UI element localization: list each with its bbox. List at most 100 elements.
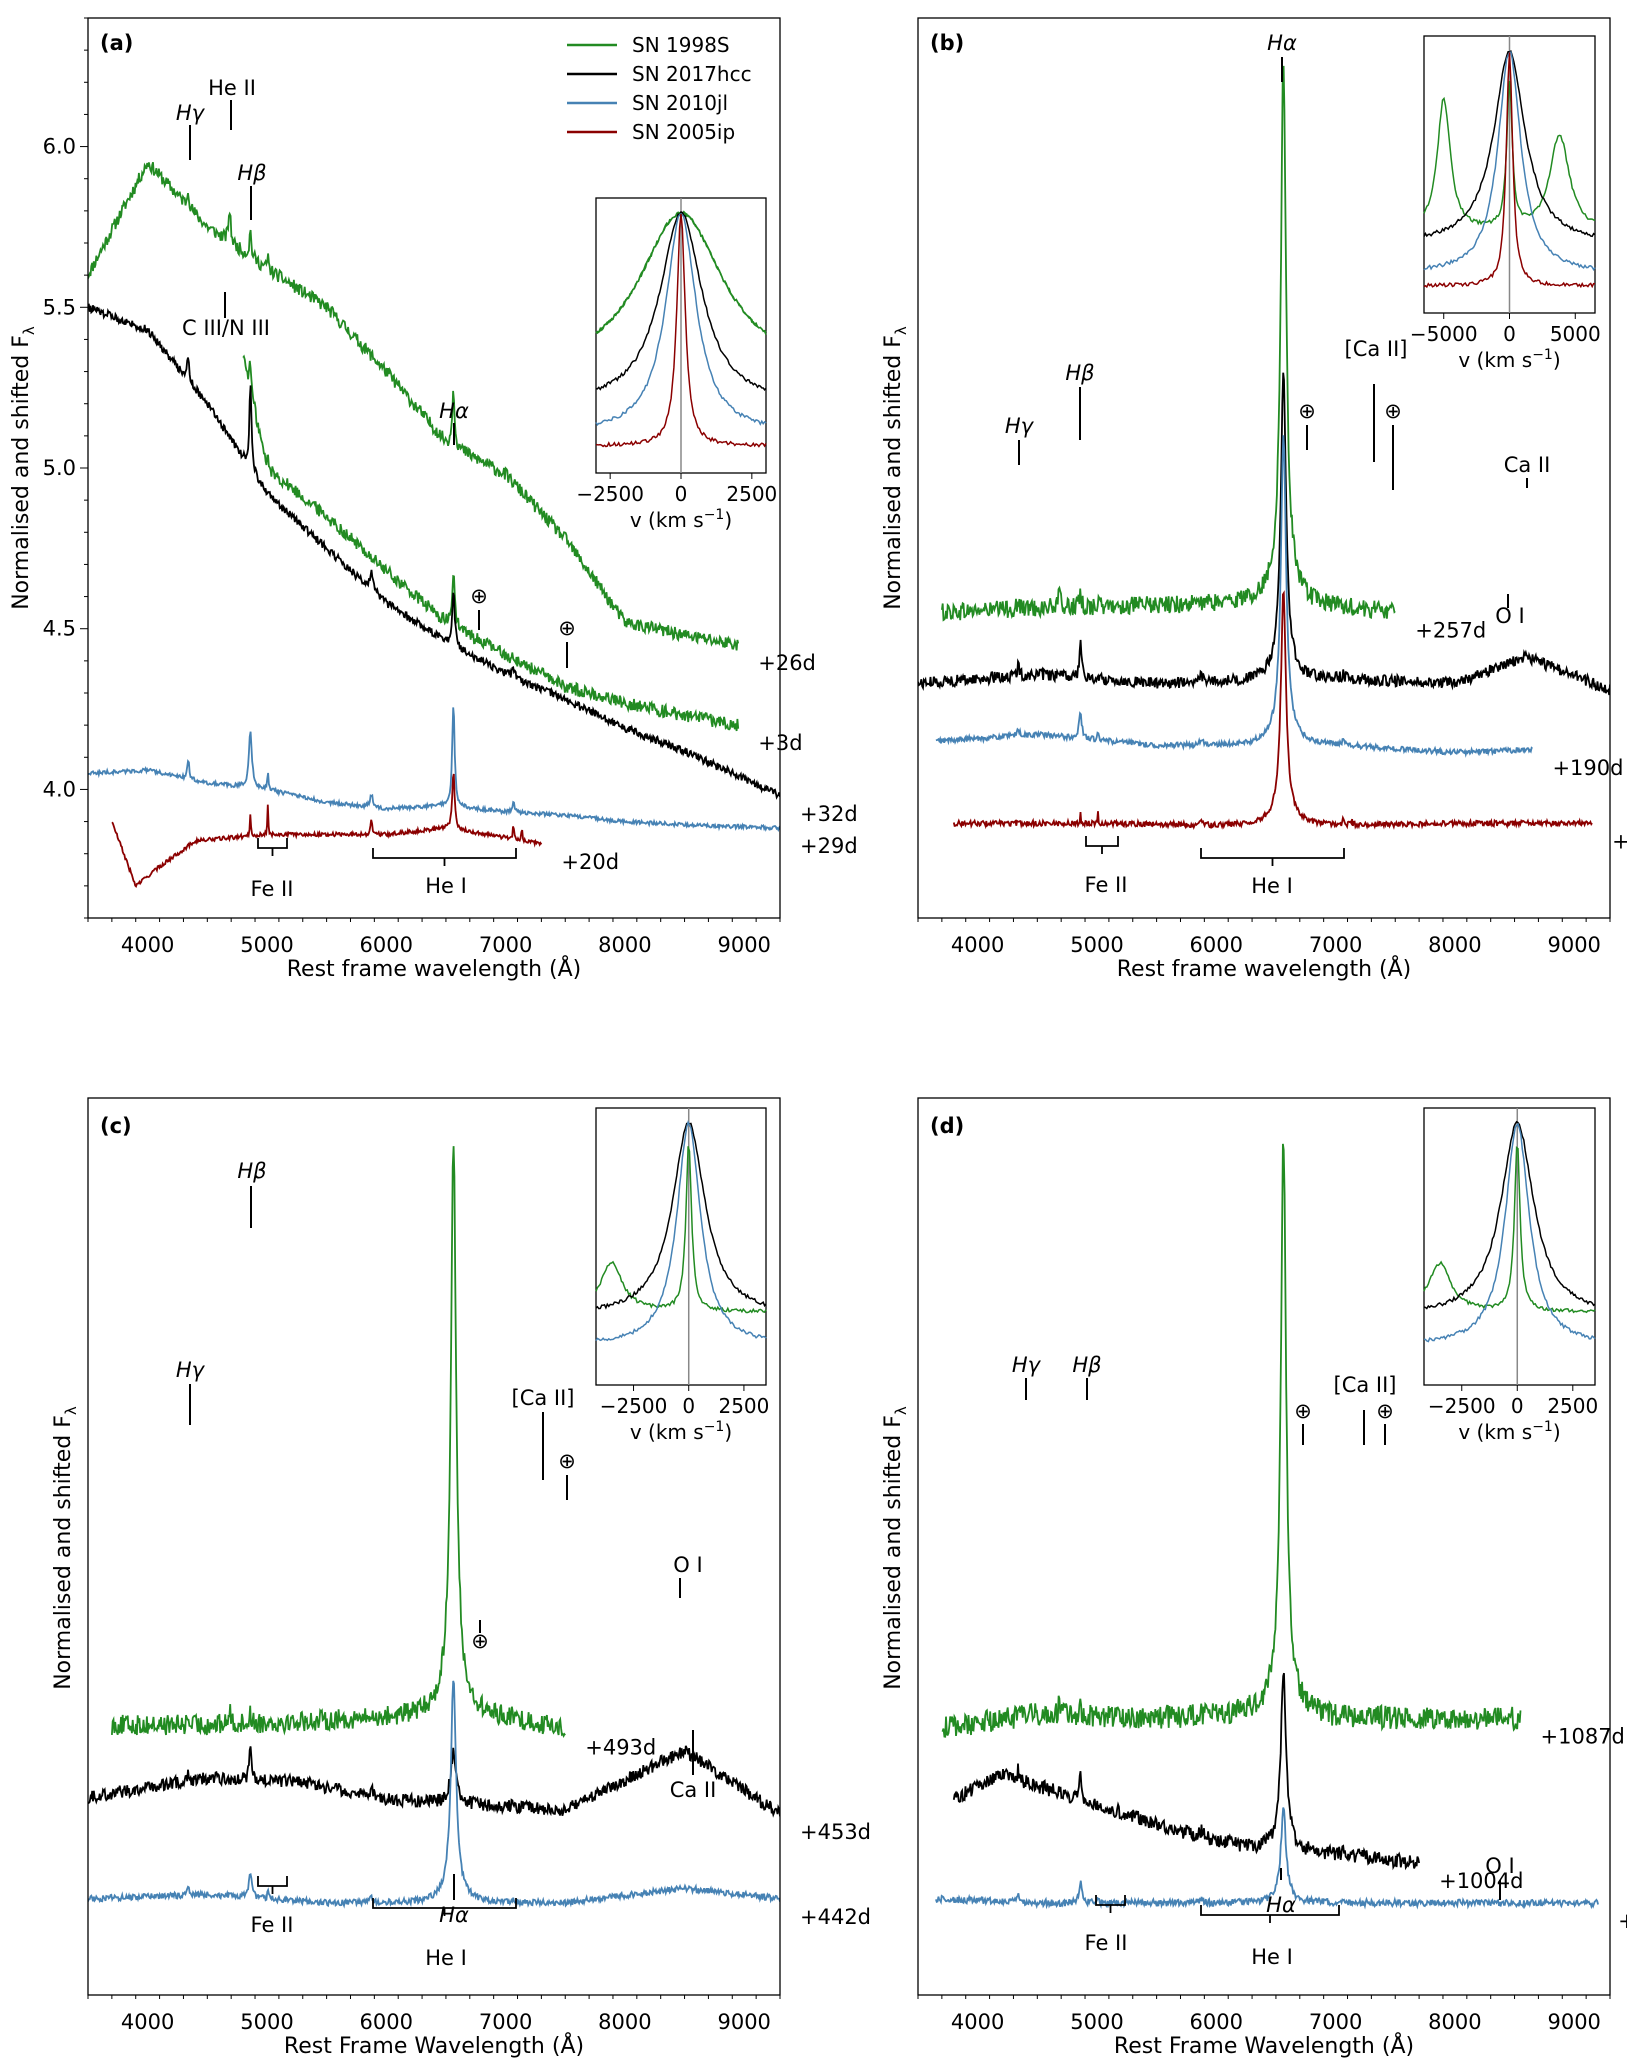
inset-frame [595,1107,767,1386]
panel-c: +493d +453d +442d 4000 5000 6000 7000 8000 9000 R… [51,1097,871,2059]
inset-line [1423,1146,1596,1314]
inset-frame [1423,1107,1596,1386]
y-axis-label-sub: λ [62,1406,80,1415]
inset-x-tick-label: 2500 [718,1394,769,1418]
line-annotation: ⊕ [558,616,576,640]
spectrum-line-sn-2010jl-3 [88,1680,780,1909]
inset-x-tick-label: 0 [1511,1394,1524,1418]
line-annotation: Hγ [1005,414,1035,438]
plot-frame [87,1097,781,1996]
inset-line [1423,52,1596,289]
legend-entry: SN 2005ip [632,120,735,144]
epoch-label: +29d [800,834,858,858]
inset-line [595,213,767,448]
epoch-label: +493d [585,1735,656,1759]
x-tick-label: 4000 [121,2010,174,2034]
line-annotation: ⊕ [471,1629,489,1653]
y-tick-label: 5.0 [43,456,76,480]
legend-entry: SN 1998S [632,33,730,57]
spectrum-line-sn-2005ip-4 [952,590,1593,830]
line-annotation: Ca II [1504,453,1551,477]
inset-x-tick-label: −2500 [600,1394,668,1418]
legend-entry: SN 2017hcc [632,62,752,86]
epoch-label: +32d [800,802,858,826]
inset-x-label-end: ) [724,508,732,532]
x-tick-label: 8000 [1428,933,1481,957]
y-axis-label-main: Normalised and shifted F [51,1415,76,1690]
x-tick-label: 8000 [598,2010,651,2034]
line-annotation: ⊕ [1298,399,1316,423]
inset-x-label-sup: −1 [704,1419,725,1435]
x-tick-label: 5000 [1070,933,1123,957]
line-annotation: He I [425,874,467,898]
x-tick-label: 9000 [1547,933,1600,957]
line-annotation: Hγ [1012,1353,1042,1377]
inset-x-label-main: v (km s [630,508,704,532]
line-annotation: Hβ [237,1159,266,1183]
x-tick-label: 6000 [360,933,413,957]
spectrum-line-sn-2010jl-4 [88,707,780,832]
spectra-group [935,1143,1599,1910]
x-axis-label: Rest Frame Wavelength (Å) [284,2032,584,2059]
inset-x-label-main: v (km s [1458,1420,1532,1444]
inset-x-label-end: ) [1553,1420,1561,1444]
x-tick-label: 4000 [121,933,174,957]
inset-line [595,1120,767,1342]
spectrum-line-sn-2017hcc-2 [952,1672,1420,1871]
x-axis-label: Rest Frame Wavelength (Å) [1114,2032,1414,2059]
inset-line [1423,50,1596,238]
y-axis-label-main: Normalised and shifted F [881,335,906,610]
y-axis-label: Normalised and shifted Fλ [51,1406,80,1690]
epoch-label: +1087d [1541,1724,1625,1748]
annotation-bracket [1095,1895,1126,1913]
epoch-label: +190d [1552,756,1623,780]
inset-x-label: v (km s−1) [630,507,732,532]
line-annotation: He I [1251,874,1293,898]
x-tick-label: 9000 [1547,2010,1600,2034]
panel-label: (d) [930,1114,964,1138]
line-annotation: Fe II [251,1913,294,1937]
y-axis-label-main: Normalised and shifted F [9,335,34,610]
inset-line [595,212,767,427]
line-annotation: ⊕ [1376,1399,1394,1423]
y-axis-label: Normalised and shifted Fλ [9,326,38,610]
line-annotation: Hα [1267,31,1297,55]
line-annotation: ⊕ [558,1449,576,1473]
epoch-label: +442d [800,1905,871,1929]
annotation-bracket [257,1876,288,1894]
epoch-label: +26d [758,651,816,675]
inset-x-tick-label: 0 [675,482,688,506]
epoch-label: +1004d [1439,1869,1523,1893]
line-annotation: Hβ [1065,361,1094,385]
spectrum-line-sn-1998s-1 [941,1143,1522,1738]
inset-x-label-end: ) [724,1420,732,1444]
annotation-bracket [372,1898,517,1916]
x-tick-label: 8000 [1428,2010,1481,2034]
y-tick-label: 6.0 [43,135,76,159]
inset-line [595,210,767,391]
y-axis-label-main: Normalised and shifted F [881,1415,906,1690]
epoch-label: +20d [561,850,619,874]
inset-x-tick-label: −2500 [576,482,644,506]
inset-x-tick-label: −5000 [1410,322,1478,346]
spectrum-line-sn-2010jl-3 [935,435,1533,758]
annotation-bracket [1085,836,1119,854]
spectrum-line-sn-2010jl-3 [935,1807,1599,1910]
annotation-bracket [372,848,517,866]
y-axis-label: Normalised and shifted Fλ [881,1406,910,1690]
inset-x-tick-label: 5000 [1550,322,1601,346]
inset-x-label-sup: −1 [704,507,725,523]
line-annotation: Hα [1266,1893,1296,1917]
line-annotation: O I [1485,1854,1514,1878]
panel-label: (c) [100,1114,132,1138]
annotation-bracket [1200,848,1345,866]
inset-x-tick-label: −2500 [1428,1394,1496,1418]
line-annotation: C III/N III [182,316,270,340]
x-tick-label: 7000 [479,933,532,957]
line-annotation: ⊕ [1294,1399,1312,1423]
inset-x-label-end: ) [1553,348,1561,372]
y-tick-label: 4.5 [43,617,76,641]
